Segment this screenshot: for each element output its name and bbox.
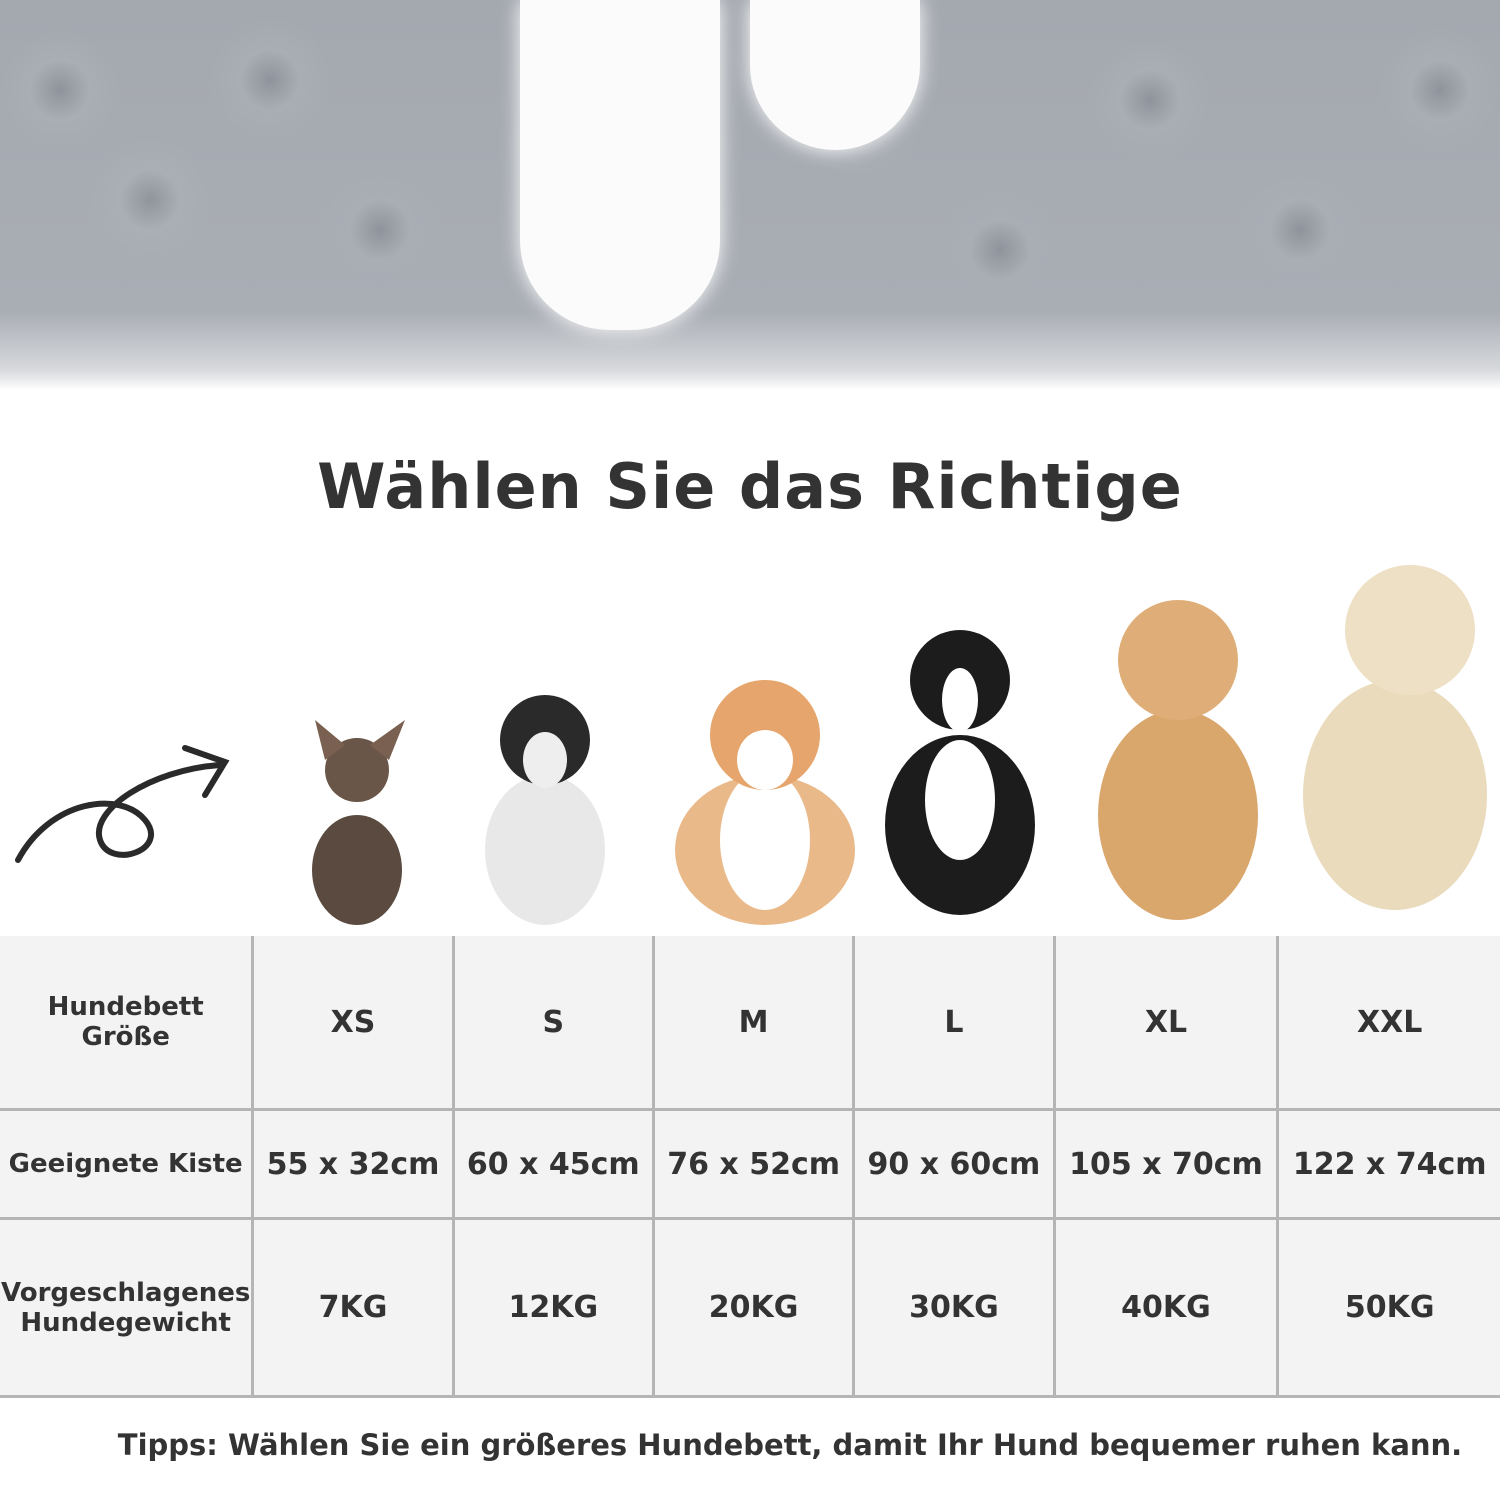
cell: 76 x 52cm: [651, 1108, 856, 1221]
table-row-crate: Geeignete Kiste 55 x 32cm 60 x 45cm 76 x…: [0, 1108, 1500, 1221]
cell: XXL: [1276, 936, 1500, 1112]
cell: S: [451, 936, 655, 1112]
size-table: Hundebett Größe XS S M L XL XXL Geeignet…: [0, 936, 1500, 1398]
cell: 20KG: [651, 1217, 856, 1398]
dog-paw-right: [750, 0, 920, 150]
cell: M: [651, 936, 856, 1112]
dog-image-xs: [312, 720, 405, 925]
row-label: Vorgeschlagenes Hundegewicht: [0, 1217, 255, 1398]
cell: XS: [251, 936, 455, 1112]
cell: 30KG: [852, 1217, 1056, 1398]
cell: 7KG: [251, 1217, 455, 1398]
table-row-weight: Vorgeschlagenes Hundegewicht 7KG 12KG 20…: [0, 1217, 1500, 1398]
dog-image-xl: [1098, 600, 1258, 920]
dog-paw-left: [520, 0, 720, 330]
cell: L: [852, 936, 1056, 1112]
dog-image-l: [885, 630, 1035, 915]
cell: 12KG: [451, 1217, 655, 1398]
cell: XL: [1052, 936, 1280, 1112]
dog-image-s: [485, 695, 605, 925]
cell: 55 x 32cm: [251, 1108, 455, 1221]
cell: 105 x 70cm: [1052, 1108, 1280, 1221]
row-label: Hundebett Größe: [0, 936, 255, 1112]
table-row-size: Hundebett Größe XS S M L XL XXL: [0, 936, 1500, 1112]
dog-image-m: [675, 680, 855, 925]
cell: 122 x 74cm: [1276, 1108, 1500, 1221]
row-label: Geeignete Kiste: [0, 1108, 255, 1221]
cell: 50KG: [1276, 1217, 1500, 1398]
page-title: Wählen Sie das Richtige: [317, 450, 1183, 523]
cell: 40KG: [1052, 1217, 1280, 1398]
cell: 90 x 60cm: [852, 1108, 1056, 1221]
dog-image-xxl: [1303, 565, 1487, 910]
curly-arrow-icon: [15, 745, 230, 863]
tips-text: Tipps: Wählen Sie ein größeres Hundebett…: [117, 1428, 1463, 1462]
cell: 60 x 45cm: [451, 1108, 655, 1221]
